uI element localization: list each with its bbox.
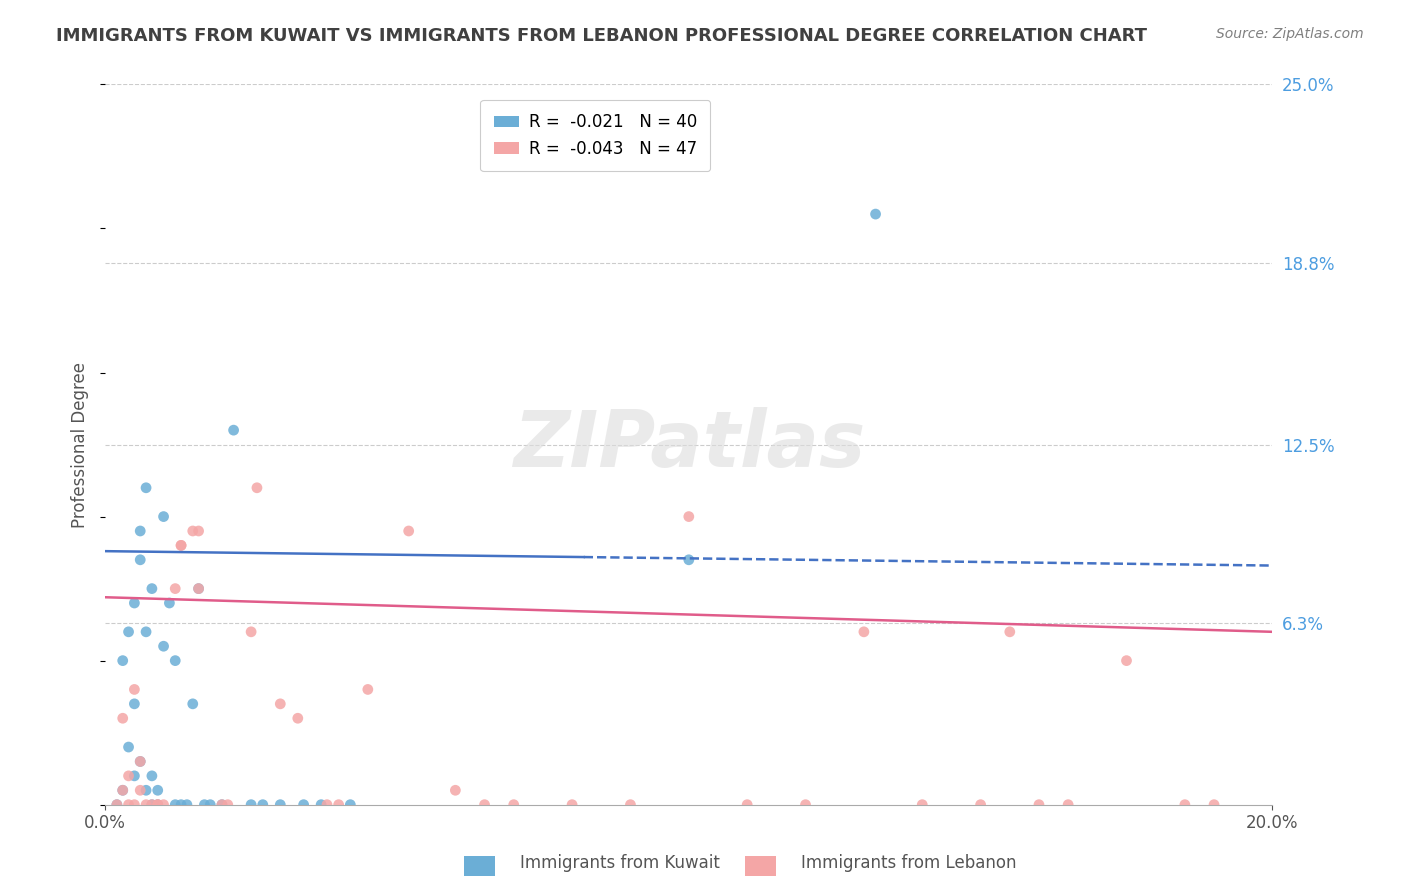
Point <box>269 697 291 711</box>
Point <box>217 797 239 812</box>
Point <box>165 582 187 596</box>
Point <box>181 697 204 711</box>
Point <box>865 207 887 221</box>
Point <box>211 797 233 812</box>
Point <box>1174 797 1197 812</box>
Point <box>165 797 187 812</box>
Point <box>911 797 934 812</box>
Point <box>193 797 215 812</box>
Point <box>146 797 169 812</box>
Point <box>105 797 128 812</box>
Point <box>176 797 198 812</box>
Point <box>316 797 339 812</box>
Point <box>187 524 209 538</box>
Point <box>129 783 152 797</box>
Point <box>146 797 169 812</box>
Legend: R =  -0.021   N = 40, R =  -0.043   N = 47: R = -0.021 N = 40, R = -0.043 N = 47 <box>481 100 710 171</box>
Point <box>474 797 496 812</box>
Point <box>111 711 134 725</box>
Text: Immigrants from Lebanon: Immigrants from Lebanon <box>801 855 1017 872</box>
Point <box>124 682 146 697</box>
Point <box>1202 797 1225 812</box>
Point <box>170 538 193 552</box>
Point <box>117 797 139 812</box>
Point <box>187 582 209 596</box>
Point <box>124 769 146 783</box>
Point <box>141 769 163 783</box>
Point <box>135 783 157 797</box>
Point <box>619 797 641 812</box>
Point <box>152 639 174 653</box>
Point <box>1057 797 1080 812</box>
Y-axis label: Professional Degree: Professional Degree <box>72 361 89 527</box>
Point <box>561 797 583 812</box>
Point <box>111 783 134 797</box>
Point <box>794 797 817 812</box>
Point <box>152 509 174 524</box>
Point <box>146 797 169 812</box>
Point <box>111 783 134 797</box>
Point <box>141 582 163 596</box>
Point <box>1028 797 1050 812</box>
Point <box>170 797 193 812</box>
Point <box>292 797 315 812</box>
Point <box>252 797 274 812</box>
Point <box>117 740 139 755</box>
Point <box>105 797 128 812</box>
Point <box>309 797 332 812</box>
Point <box>124 697 146 711</box>
Point <box>135 797 157 812</box>
Point <box>141 797 163 812</box>
Point <box>502 797 524 812</box>
Point <box>200 797 222 812</box>
Point <box>678 553 700 567</box>
Point <box>287 711 309 725</box>
Point <box>141 797 163 812</box>
Point <box>135 481 157 495</box>
Point <box>152 797 174 812</box>
Point <box>852 624 875 639</box>
Point <box>157 596 180 610</box>
Point <box>998 624 1021 639</box>
Point <box>328 797 350 812</box>
Point <box>187 582 209 596</box>
Point <box>240 624 263 639</box>
Point <box>357 682 380 697</box>
Point <box>269 797 291 812</box>
Point <box>129 553 152 567</box>
Point <box>246 481 269 495</box>
Point <box>117 624 139 639</box>
Point <box>124 596 146 610</box>
Point <box>111 654 134 668</box>
Point <box>398 524 420 538</box>
Point <box>170 538 193 552</box>
Point <box>129 755 152 769</box>
Point <box>146 783 169 797</box>
Point <box>129 755 152 769</box>
Point <box>181 524 204 538</box>
Point <box>678 509 700 524</box>
Text: Source: ZipAtlas.com: Source: ZipAtlas.com <box>1216 27 1364 41</box>
Point <box>211 797 233 812</box>
Point <box>135 624 157 639</box>
Text: ZIPatlas: ZIPatlas <box>513 407 865 483</box>
Point <box>444 783 467 797</box>
Text: IMMIGRANTS FROM KUWAIT VS IMMIGRANTS FROM LEBANON PROFESSIONAL DEGREE CORRELATIO: IMMIGRANTS FROM KUWAIT VS IMMIGRANTS FRO… <box>56 27 1147 45</box>
Point <box>1115 654 1137 668</box>
Point <box>969 797 991 812</box>
Point <box>240 797 263 812</box>
Point <box>735 797 758 812</box>
Point <box>129 524 152 538</box>
Text: Immigrants from Kuwait: Immigrants from Kuwait <box>520 855 720 872</box>
Point <box>222 423 245 437</box>
Point <box>339 797 361 812</box>
Point <box>165 654 187 668</box>
Point <box>117 769 139 783</box>
Point <box>124 797 146 812</box>
